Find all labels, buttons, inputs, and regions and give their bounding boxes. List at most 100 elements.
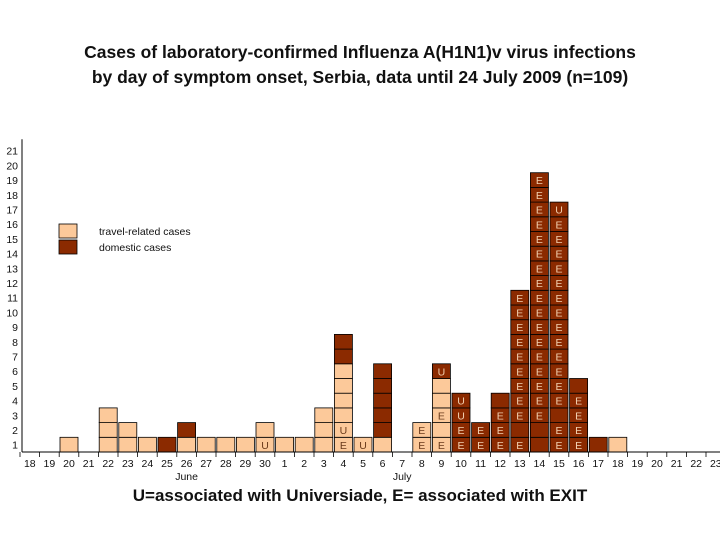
case-cell-label: E <box>516 352 523 364</box>
x-tick-label: 28 <box>220 458 232 470</box>
case-cell-travel <box>314 407 334 423</box>
case-cell-label: U <box>340 425 348 437</box>
case-cell-domestic <box>510 422 530 438</box>
x-tick-label: 11 <box>475 458 486 470</box>
case-cell-label: E <box>555 337 562 349</box>
case-cell-label: E <box>536 366 543 378</box>
x-tick-label: 27 <box>200 458 212 470</box>
case-cell-label: E <box>477 440 484 452</box>
x-tick-label: 2 <box>301 458 307 470</box>
case-cell-domestic <box>549 201 569 218</box>
y-tick-label: 6 <box>12 366 18 378</box>
x-tick-label: 24 <box>142 458 154 470</box>
case-cell-label: E <box>497 425 504 437</box>
case-cell-domestic <box>471 422 491 438</box>
case-cell-domestic <box>510 289 530 306</box>
x-tick-label: 12 <box>494 458 506 470</box>
x-tick-label: 19 <box>44 458 56 470</box>
legend-swatch <box>58 223 78 239</box>
x-tick-label: 29 <box>240 458 252 470</box>
footnote: U=associated with Universiade, E= associ… <box>132 486 588 505</box>
y-tick-label: 14 <box>6 249 18 261</box>
x-tick-label: 13 <box>514 458 526 470</box>
x-tick-label: 21 <box>671 458 683 470</box>
case-cell-travel <box>314 422 334 438</box>
case-cell-label: E <box>555 322 562 334</box>
case-cell-travel <box>431 392 451 409</box>
y-tick-label: 18 <box>6 190 18 202</box>
case-cell-label: E <box>536 308 543 320</box>
case-cell-label: E <box>555 381 562 393</box>
case-cell-label: U <box>438 366 446 378</box>
case-cell-domestic <box>530 436 549 453</box>
case-cell-label: E <box>555 396 562 408</box>
case-cell-travel <box>255 422 275 438</box>
case-cell-travel <box>118 422 138 438</box>
case-cell-label: E <box>536 190 543 202</box>
case-cell-travel <box>333 363 353 379</box>
y-tick-label: 15 <box>6 234 18 246</box>
chart-title-line1: Cases of laboratory-confirmed Influenza … <box>84 42 636 62</box>
case-cell-label: E <box>536 219 543 231</box>
case-cell-label: E <box>555 352 562 364</box>
y-tick-label: 21 <box>6 146 18 158</box>
case-cell-label: E <box>536 249 543 261</box>
case-cell-label: E <box>575 396 582 408</box>
x-tick-label: 4 <box>340 458 346 470</box>
case-cell-label: E <box>516 337 523 349</box>
case-cell-label: E <box>536 396 543 408</box>
x-tick-label: 1 <box>282 458 288 470</box>
x-tick-label: 8 <box>419 458 425 470</box>
case-cell-travel <box>314 436 334 453</box>
case-cell-label: E <box>555 263 562 275</box>
case-cell-label: E <box>438 440 445 452</box>
case-cell-label: E <box>575 440 582 452</box>
case-cell-domestic <box>549 407 569 423</box>
case-cell-label: E <box>516 293 523 305</box>
case-cell-travel <box>216 436 236 453</box>
x-tick-label: 18 <box>612 458 624 470</box>
case-cell-label: U <box>359 440 367 452</box>
case-cell-label: E <box>575 410 582 422</box>
case-cell-label: E <box>438 410 445 422</box>
case-cell-travel <box>196 436 216 453</box>
case-cell-domestic <box>373 392 393 409</box>
case-cell-label: E <box>555 278 562 290</box>
case-cell-label: E <box>555 249 562 261</box>
case-cell-label: E <box>555 308 562 320</box>
case-cell-label: E <box>516 322 523 334</box>
case-cell-travel <box>177 436 197 453</box>
y-tick-label: 2 <box>12 425 18 437</box>
case-cell-label: E <box>555 440 562 452</box>
case-cell-domestic <box>588 436 608 453</box>
month-label: July <box>393 471 412 483</box>
case-cell-label: E <box>457 440 464 452</box>
case-cell-label: E <box>536 293 543 305</box>
case-cell-travel <box>333 392 353 409</box>
x-tick-label: 20 <box>651 458 663 470</box>
case-cell-label: E <box>418 440 425 452</box>
x-tick-label: 23 <box>122 458 134 470</box>
x-tick-label: 30 <box>259 458 271 470</box>
y-tick-label: 3 <box>12 410 18 422</box>
case-cell-label: E <box>497 440 504 452</box>
legend-label: travel-related cases <box>99 226 191 238</box>
case-cell-travel <box>333 407 353 423</box>
case-cell-label: E <box>555 366 562 378</box>
x-tick-label: 14 <box>534 458 546 470</box>
x-tick-label: 9 <box>438 458 444 470</box>
case-cell-label: E <box>418 425 425 437</box>
case-cell-domestic <box>451 392 471 409</box>
case-cell-label: E <box>516 410 523 422</box>
case-cell-travel <box>98 436 118 453</box>
case-cell-domestic <box>177 422 197 438</box>
case-cell-domestic <box>373 422 393 438</box>
case-cell-label: E <box>477 425 484 437</box>
case-cell-travel <box>98 422 118 438</box>
y-tick-label: 13 <box>6 263 18 275</box>
y-tick-label: 7 <box>12 351 18 363</box>
case-cell-label: U <box>555 205 563 217</box>
case-cell-travel <box>333 378 353 394</box>
case-cell-label: E <box>516 440 523 452</box>
case-cell-travel <box>59 436 79 453</box>
